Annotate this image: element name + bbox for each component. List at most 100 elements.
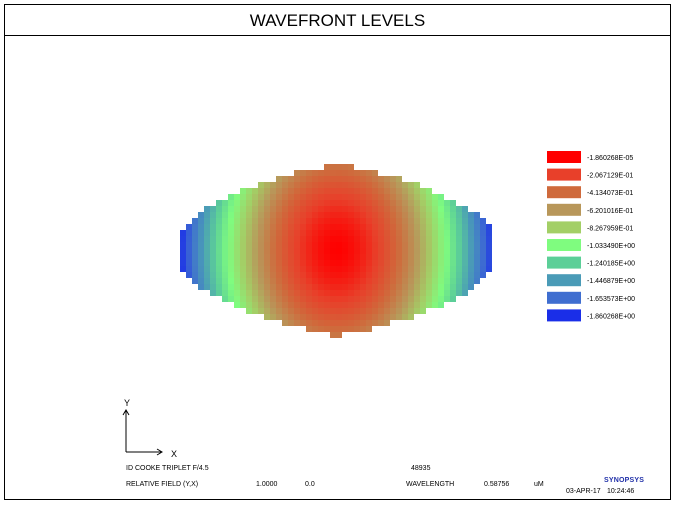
heatmap-cell — [390, 308, 396, 314]
heatmap-cell — [372, 200, 378, 206]
heatmap-cell — [402, 254, 408, 260]
heatmap-cell — [228, 296, 234, 302]
heatmap-cell — [222, 230, 228, 236]
heatmap-cell — [276, 230, 282, 236]
heatmap-cell — [204, 212, 210, 218]
heatmap-cell — [192, 236, 198, 242]
heatmap-cell — [222, 272, 228, 278]
heatmap-cell — [432, 230, 438, 236]
heatmap-cell — [234, 254, 240, 260]
lens-id: 48935 — [411, 465, 431, 472]
heatmap-cell — [306, 302, 312, 308]
heatmap-cell — [282, 302, 288, 308]
heatmap-cell — [348, 266, 354, 272]
heatmap-cell — [348, 278, 354, 284]
heatmap-cell — [360, 278, 366, 284]
heatmap-cell — [348, 296, 354, 302]
heatmap-cell — [474, 242, 480, 248]
heatmap-cell — [354, 242, 360, 248]
heatmap-cell — [456, 290, 462, 296]
heatmap-cell — [378, 242, 384, 248]
heatmap-cell — [336, 182, 342, 188]
heatmap-cell — [420, 296, 426, 302]
heatmap-cell — [294, 200, 300, 206]
heatmap-cell — [414, 284, 420, 290]
heatmap-cell — [480, 260, 486, 266]
legend-swatch — [547, 291, 581, 304]
heatmap-cell — [426, 224, 432, 230]
heatmap-cell — [264, 296, 270, 302]
heatmap-cell — [246, 260, 252, 266]
heatmap-cell — [216, 260, 222, 266]
heatmap-cell — [288, 224, 294, 230]
heatmap-cell — [306, 182, 312, 188]
heatmap-cell — [294, 266, 300, 272]
heatmap-cell — [198, 218, 204, 224]
heatmap-cell — [354, 278, 360, 284]
heatmap-cell — [390, 206, 396, 212]
heatmap-cell — [372, 314, 378, 320]
heatmap-cell — [294, 278, 300, 284]
heatmap-cell — [318, 212, 324, 218]
heatmap-cell — [438, 296, 444, 302]
heatmap-cell — [384, 248, 390, 254]
heatmap-cell — [360, 320, 366, 326]
heatmap-cell — [438, 224, 444, 230]
heatmap-cell — [294, 314, 300, 320]
heatmap-cell — [390, 266, 396, 272]
heatmap-cell — [306, 176, 312, 182]
heatmap-cell — [264, 248, 270, 254]
heatmap-cell — [294, 224, 300, 230]
wavelength-unit: uM — [534, 481, 544, 488]
heatmap-cell — [474, 236, 480, 242]
heatmap-cell — [324, 188, 330, 194]
heatmap-cell — [450, 278, 456, 284]
heatmap-cell — [426, 272, 432, 278]
heatmap-cell — [306, 170, 312, 176]
heatmap-cell — [324, 248, 330, 254]
heatmap-cell — [372, 176, 378, 182]
heatmap-cell — [246, 278, 252, 284]
heatmap-cell — [306, 212, 312, 218]
heatmap-cell — [324, 320, 330, 326]
heatmap-cell — [330, 284, 336, 290]
heatmap-cell — [450, 242, 456, 248]
heatmap-cell — [432, 236, 438, 242]
heatmap-cell — [312, 290, 318, 296]
heatmap-cell — [366, 170, 372, 176]
heatmap-cell — [414, 224, 420, 230]
wavefront-heatmap — [180, 164, 492, 338]
heatmap-cell — [402, 224, 408, 230]
heatmap-cell — [342, 248, 348, 254]
heatmap-cell — [186, 254, 192, 260]
heatmap-cell — [324, 260, 330, 266]
heatmap-cell — [312, 206, 318, 212]
heatmap-cell — [360, 248, 366, 254]
heatmap-cell — [282, 278, 288, 284]
heatmap-cell — [282, 320, 288, 326]
heatmap-cell — [318, 290, 324, 296]
heatmap-cell — [444, 266, 450, 272]
heatmap-cell — [420, 266, 426, 272]
heatmap-cell — [402, 284, 408, 290]
heatmap-cell — [198, 212, 204, 218]
heatmap-cell — [276, 296, 282, 302]
heatmap-cell — [390, 254, 396, 260]
heatmap-cell — [372, 188, 378, 194]
heatmap-cell — [366, 314, 372, 320]
heatmap-cell — [306, 230, 312, 236]
heatmap-cell — [300, 194, 306, 200]
heatmap-cell — [318, 182, 324, 188]
heatmap-cell — [300, 206, 306, 212]
heatmap-cell — [210, 230, 216, 236]
heatmap-cell — [330, 320, 336, 326]
heatmap-cell — [408, 302, 414, 308]
heatmap-cell — [480, 254, 486, 260]
heatmap-cell — [450, 200, 456, 206]
heatmap-cell — [456, 254, 462, 260]
heatmap-cell — [438, 242, 444, 248]
heatmap-cell — [198, 266, 204, 272]
heatmap-cell — [414, 266, 420, 272]
heatmap-cell — [258, 254, 264, 260]
heatmap-cell — [348, 242, 354, 248]
